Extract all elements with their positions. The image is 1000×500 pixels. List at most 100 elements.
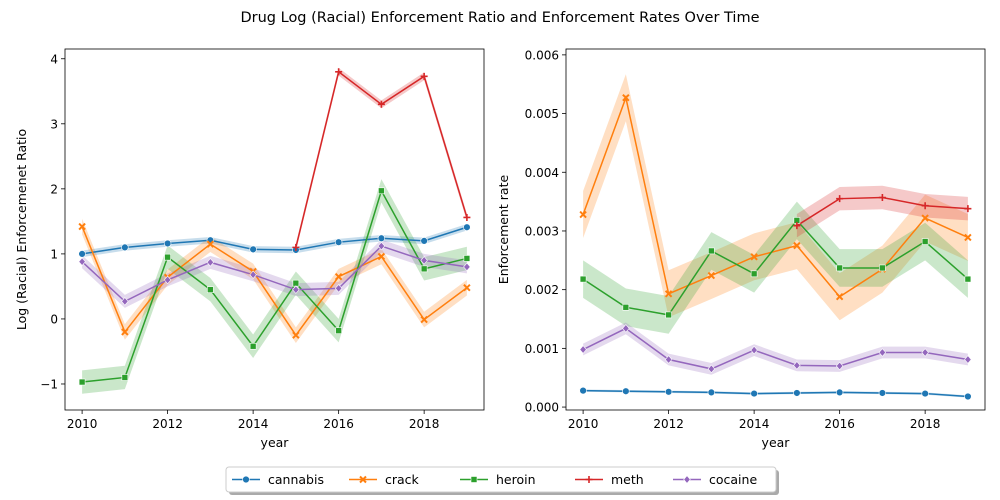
x-tick-label: 2010 — [568, 417, 599, 431]
point-cannabis-2017 — [377, 234, 386, 242]
point-crack-2012 — [664, 290, 673, 298]
point-cannabis-2017 — [878, 389, 887, 397]
point-cannabis-2010 — [579, 386, 587, 395]
point-crack-2016 — [334, 272, 343, 281]
point-heroin-2011 — [121, 374, 129, 381]
point-cocaine-2018 — [420, 256, 428, 265]
point-meth-2015 — [793, 222, 801, 230]
series-line-cocaine — [582, 327, 969, 370]
y-tick-label: 2 — [50, 182, 58, 196]
band-meth — [295, 67, 467, 252]
x-tick-label: 2012 — [653, 417, 684, 431]
y-axis-label: Log (Racial) Enforcemenet Ratio — [14, 129, 29, 330]
point-cannabis-2015 — [793, 389, 801, 397]
point-heroin-2012 — [164, 253, 171, 261]
point-crack-2010 — [579, 210, 587, 219]
legend-entry-cannabis: cannabis — [232, 472, 324, 487]
x-tick-label: 2010 — [67, 417, 98, 431]
y-tick-label: −1 — [40, 377, 58, 391]
series-line-cannabis — [81, 226, 468, 255]
x-axis-label: year — [762, 435, 791, 450]
legend-entry-crack: crack — [349, 472, 420, 487]
series-line-crack — [582, 95, 969, 298]
legend-label: cannabis — [268, 472, 324, 487]
point-cocaine-2017 — [377, 241, 386, 251]
point-meth-2017 — [878, 194, 886, 202]
point-cocaine-2016 — [835, 361, 844, 371]
x-tick-label: 2016 — [323, 417, 354, 431]
y-tick-label: 4 — [50, 52, 58, 66]
point-cannabis-2016 — [334, 238, 343, 246]
y-axis-label: Enforcement rate — [496, 175, 511, 285]
point-cocaine-2018 — [921, 348, 929, 357]
point-meth-2018 — [921, 202, 929, 210]
y-tick-label: 0.005 — [525, 107, 559, 121]
point-heroin-2014 — [750, 270, 758, 278]
point-cannabis-2012 — [664, 388, 673, 396]
point-crack-2011 — [622, 94, 630, 102]
point-heroin-2017 — [879, 264, 886, 272]
point-crack-2011 — [121, 328, 129, 336]
band-cannabis — [82, 223, 467, 258]
point-heroin-2019 — [964, 275, 972, 283]
point-heroin-2010 — [579, 275, 587, 283]
point-meth-2019 — [463, 213, 471, 221]
legend-entry-meth: meth — [575, 472, 644, 487]
point-heroin-2011 — [622, 303, 630, 311]
y-tick-label: 0 — [50, 312, 58, 326]
point-cannabis-2011 — [622, 387, 630, 395]
y-tick-label: 0.006 — [525, 48, 559, 62]
point-heroin-2013 — [207, 286, 214, 293]
point-crack-2019 — [463, 284, 471, 292]
band-cocaine — [583, 322, 968, 375]
point-heroin-2016 — [335, 327, 342, 334]
axes-frame — [565, 48, 986, 411]
point-heroin-2018 — [420, 265, 428, 273]
x-tick-label: 2018 — [910, 417, 941, 431]
point-cannabis-2014 — [249, 245, 257, 254]
point-crack-2018 — [420, 315, 428, 324]
point-meth-2015 — [292, 243, 300, 251]
point-crack-2019 — [964, 233, 972, 242]
legend-marker-cannabis — [242, 475, 250, 484]
point-cannabis-2014 — [750, 389, 758, 398]
point-cannabis-2018 — [921, 389, 929, 398]
legend-label: cocaine — [709, 472, 757, 487]
point-heroin-2016 — [836, 264, 843, 272]
point-cocaine-2011 — [622, 324, 630, 333]
point-heroin-2014 — [249, 342, 257, 350]
point-meth-2016 — [335, 68, 343, 76]
point-heroin-2010 — [78, 378, 86, 386]
point-meth-2019 — [964, 205, 972, 213]
y-tick-label: 0.002 — [525, 283, 559, 297]
legend-entry-heroin: heroin — [460, 472, 536, 487]
legend-marker-heroin — [470, 476, 478, 483]
band-crack — [583, 74, 968, 321]
point-cocaine-2019 — [964, 355, 972, 364]
point-cocaine-2010 — [78, 257, 86, 266]
y-tick-label: 0.003 — [525, 224, 559, 238]
point-cannabis-2011 — [121, 243, 129, 252]
y-tick-label: 0.001 — [525, 342, 559, 356]
x-tick-label: 2018 — [409, 417, 440, 431]
point-crack-2014 — [750, 253, 758, 261]
point-meth-2017 — [377, 100, 385, 108]
x-tick-label: 2012 — [152, 417, 183, 431]
y-tick-label: 1 — [50, 247, 58, 261]
point-crack-2018 — [921, 214, 929, 222]
point-cocaine-2019 — [463, 262, 471, 272]
point-cannabis-2016 — [835, 388, 844, 397]
legend-marker-meth — [585, 476, 593, 483]
point-heroin-2013 — [708, 247, 715, 255]
point-cannabis-2019 — [463, 223, 471, 231]
point-cannabis-2019 — [964, 392, 972, 401]
chart-right-enforcement-rate: 2010 2012 2014 2016 2018 0.000 0.001 0.002 0.003… — [496, 48, 986, 450]
band-heroin — [583, 201, 968, 334]
point-cocaine-2015 — [793, 361, 801, 370]
figure-title: Drug Log (Racial) Enforcement Ratio and … — [240, 10, 759, 26]
point-heroin-2017 — [378, 187, 385, 195]
point-cannabis-2018 — [420, 237, 428, 245]
point-heroin-2018 — [921, 238, 929, 245]
series-line-meth — [295, 70, 468, 248]
axes-frame — [64, 48, 485, 411]
